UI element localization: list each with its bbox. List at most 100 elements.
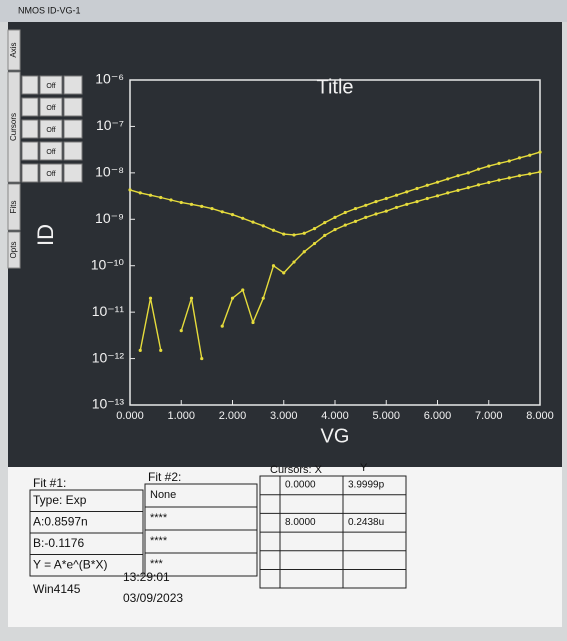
window-title: NMOS ID-VG-1 (18, 5, 81, 15)
point (302, 250, 306, 254)
plot-panel (8, 22, 562, 467)
y-tick-label: 10⁻¹¹ (92, 303, 125, 319)
tool-button[interactable] (63, 163, 83, 183)
cursor-value: 0.0000 (285, 480, 316, 491)
point (230, 296, 235, 300)
tool-label: Off (46, 127, 55, 134)
fit1-row: Type: Exp (33, 493, 87, 507)
tool-button[interactable] (21, 119, 39, 139)
x-tick-label: 7.000 (475, 410, 503, 422)
point (353, 206, 358, 211)
point (271, 228, 276, 232)
y-tick-label: 10⁻⁶ (95, 71, 124, 87)
tool-button[interactable] (21, 97, 39, 117)
point (538, 170, 542, 174)
tool-button[interactable] (63, 119, 83, 139)
point (343, 210, 347, 215)
point (517, 174, 522, 178)
tool-button[interactable] (39, 119, 63, 139)
point (384, 209, 388, 213)
info-rows: Type: Exp A:0.8597n B:-0.1176 Y = A*e^(B*X)… (30, 476, 406, 588)
point (476, 183, 481, 187)
tool-button[interactable] (39, 163, 63, 183)
point (138, 348, 142, 352)
point (312, 241, 317, 246)
tab-label: Cursors (9, 113, 18, 141)
point (241, 288, 245, 292)
tool-button[interactable] (63, 75, 83, 95)
point (456, 188, 460, 192)
fit2-row: *** (150, 558, 164, 570)
point (323, 220, 327, 225)
tool-label: Off (46, 149, 55, 156)
point (210, 206, 214, 211)
point (415, 186, 419, 191)
point (292, 260, 296, 264)
tab[interactable] (7, 183, 21, 231)
point (394, 193, 399, 197)
point (425, 196, 429, 201)
tool-label: Off (46, 105, 55, 112)
point (497, 178, 501, 182)
point (405, 190, 409, 194)
point (394, 205, 399, 210)
y-axis-label: ID (33, 224, 58, 246)
point (497, 161, 501, 165)
point (312, 227, 317, 231)
tool-button[interactable] (39, 141, 63, 161)
info-panel (8, 467, 562, 627)
x-tick-label: 2.000 (219, 410, 247, 422)
point (517, 156, 522, 160)
tool-button[interactable] (39, 75, 63, 95)
fit2-row: None (150, 489, 176, 501)
point (487, 164, 491, 168)
fit1-row: A:0.8597n (33, 515, 88, 529)
point (148, 296, 153, 300)
tool-button[interactable] (63, 141, 83, 161)
point (415, 200, 419, 204)
point (292, 233, 296, 237)
point (159, 348, 163, 352)
cursor-header-y: Y (360, 462, 368, 474)
point (384, 196, 388, 201)
point (128, 188, 132, 192)
point (282, 271, 286, 275)
point (200, 356, 204, 361)
tool-button[interactable] (39, 97, 63, 117)
point (528, 172, 532, 176)
point (507, 176, 511, 180)
point (425, 183, 429, 187)
tool-button[interactable] (21, 141, 39, 161)
point (159, 195, 163, 200)
fit2-row: **** (150, 535, 168, 547)
point (179, 200, 183, 205)
tab[interactable] (7, 29, 21, 71)
tool-button[interactable] (21, 163, 39, 183)
x-tick-label: 5.000 (372, 410, 400, 422)
point (374, 212, 378, 216)
x-tick-label: 1.000 (167, 410, 195, 422)
point (538, 150, 542, 154)
tool-button[interactable] (21, 75, 39, 95)
tab[interactable] (7, 231, 21, 269)
fit1-row: B:-0.1176 (33, 536, 84, 550)
point (528, 153, 532, 157)
point (456, 174, 460, 178)
tab-label: Fits (9, 201, 18, 214)
point (169, 198, 173, 202)
tab[interactable] (7, 71, 21, 183)
toolbar: Off Off Off Off Off (21, 75, 83, 183)
tool-button[interactable] (63, 97, 83, 117)
point (230, 213, 235, 217)
y-tick-label: 10⁻⁷ (96, 117, 124, 133)
point (189, 296, 194, 300)
cursor-header-x: Cursors: X (270, 464, 323, 476)
point (446, 177, 450, 181)
x-axis-label: VG (321, 425, 350, 447)
point (302, 231, 306, 235)
point (487, 180, 491, 185)
point (446, 191, 450, 195)
y-tick-label: 10⁻¹³ (92, 396, 125, 412)
